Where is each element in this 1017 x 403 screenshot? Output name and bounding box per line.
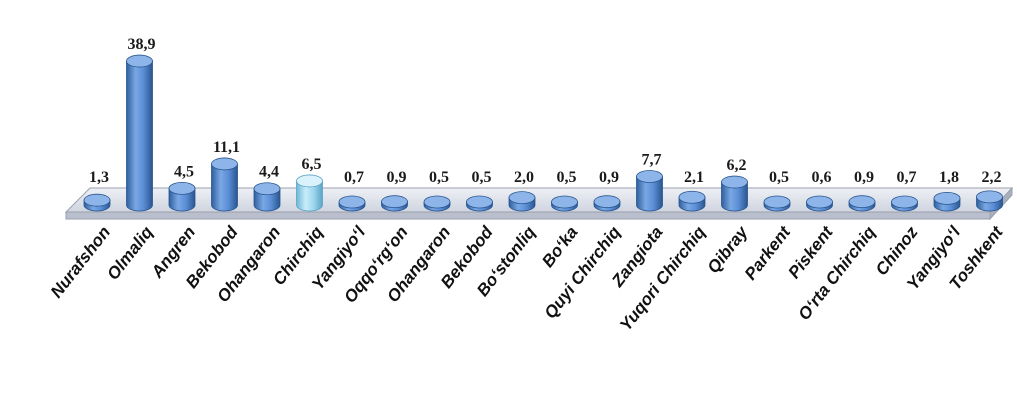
bar <box>933 191 961 212</box>
value-label: 0,6 <box>812 169 832 186</box>
category-label: Olmaliq <box>103 222 157 283</box>
bar <box>721 175 748 212</box>
bar-top <box>763 195 791 209</box>
value-label: 0,9 <box>599 169 619 186</box>
bar-top <box>168 181 196 195</box>
bar-top <box>211 157 238 171</box>
bar <box>381 195 408 212</box>
bar-top <box>296 174 323 188</box>
bar-top <box>636 170 663 183</box>
bar-top <box>466 195 493 209</box>
value-label: 0,5 <box>557 169 577 186</box>
bar-top <box>976 190 1003 204</box>
bar-top <box>933 191 961 205</box>
bar-body <box>721 181 748 212</box>
category-label: Bo‘ka <box>538 223 581 271</box>
value-label: 0,7 <box>344 169 364 186</box>
value-label: 1,8 <box>939 169 959 186</box>
value-label: 2,2 <box>982 169 1002 186</box>
bar-top <box>508 191 536 205</box>
bar <box>211 157 238 212</box>
value-label: 0,7 <box>897 169 917 186</box>
value-label: 0,5 <box>472 169 492 186</box>
bar <box>466 195 493 212</box>
bar <box>168 181 196 212</box>
value-label: 1,3 <box>89 169 109 186</box>
value-label: 6,2 <box>727 157 747 174</box>
bar-body <box>636 176 663 212</box>
value-label: 11,1 <box>213 139 240 156</box>
value-label: 2,0 <box>514 169 534 186</box>
bar <box>593 195 621 212</box>
bar-body <box>296 180 323 212</box>
bar-top <box>678 190 706 204</box>
value-label: 0,9 <box>387 169 407 186</box>
bar-top <box>423 195 451 209</box>
bar-top <box>721 175 748 189</box>
value-label: 2,1 <box>684 169 704 186</box>
bar-top <box>126 54 153 68</box>
bar-top <box>891 195 918 209</box>
bar-top <box>848 195 876 209</box>
bar-top <box>83 193 111 207</box>
floor-front <box>65 211 991 220</box>
value-label: 4,5 <box>174 163 194 180</box>
bar-top <box>806 195 833 209</box>
bar-top <box>593 195 621 209</box>
value-label: 6,5 <box>302 156 322 173</box>
category-label: O‘rta Chirchiq <box>794 222 879 324</box>
bar-top <box>551 195 578 209</box>
bar <box>891 195 918 212</box>
bar <box>338 195 366 212</box>
bar <box>976 190 1003 212</box>
value-label: 0,5 <box>429 169 449 186</box>
bar <box>83 193 111 212</box>
bar-body <box>126 60 153 212</box>
bar <box>126 54 153 212</box>
bar-top <box>338 195 366 209</box>
bar-top <box>381 195 408 209</box>
bar-body <box>168 187 196 212</box>
bar <box>508 191 536 212</box>
bar-top <box>253 182 281 196</box>
bar <box>678 190 706 212</box>
bar <box>296 174 323 212</box>
bar <box>636 170 663 212</box>
category-label: Parkent <box>741 222 795 284</box>
chart-bars <box>83 54 1003 212</box>
bar-body <box>211 163 238 212</box>
bar <box>806 195 833 212</box>
category-label: Nurafshon <box>47 223 114 302</box>
value-label: 0,5 <box>769 169 789 186</box>
value-label: 0,9 <box>854 169 874 186</box>
bar <box>551 195 578 212</box>
bar <box>423 195 451 212</box>
bar <box>253 182 281 212</box>
bar <box>763 195 791 212</box>
bar <box>848 195 876 212</box>
value-label: 38,9 <box>128 36 156 53</box>
value-labels: 1,3 38,9 4,5 11,1 4,4 6,5 0,7 0,9 0,5 0,5 2,0 0,5 0,… <box>89 36 1002 186</box>
value-label: 4,4 <box>259 164 279 181</box>
category-labels: NurafshonOlmaliqAngrenBekobodOhangaronCh… <box>47 222 1008 335</box>
value-label: 7,7 <box>642 152 662 169</box>
